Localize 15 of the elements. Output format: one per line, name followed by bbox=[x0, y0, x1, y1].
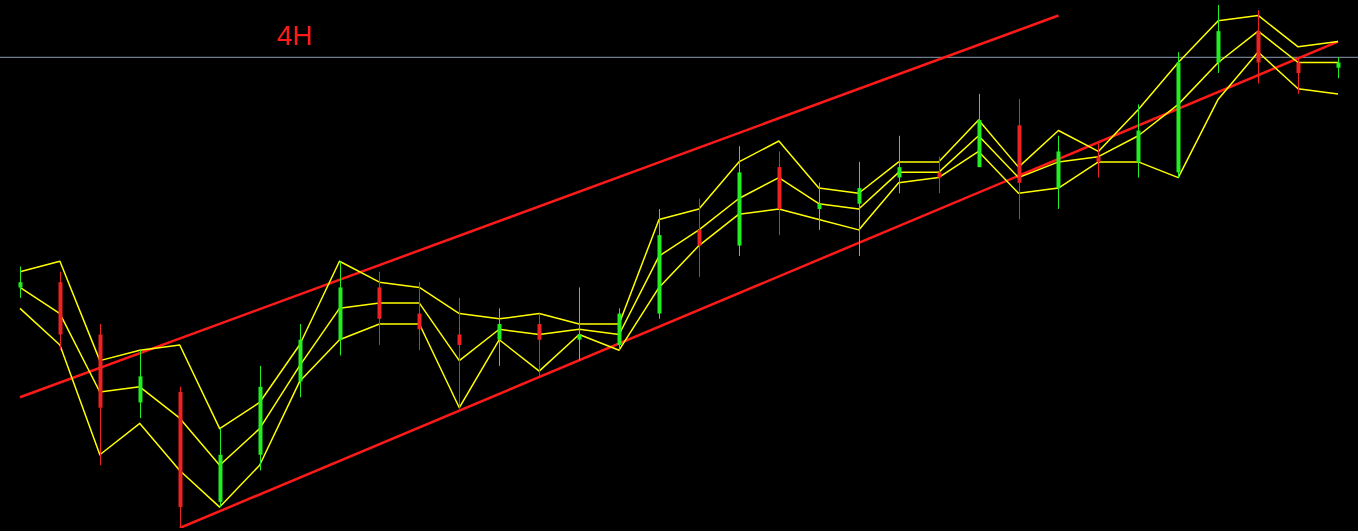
candlestick bbox=[1336, 56, 1341, 79]
candlestick bbox=[577, 286, 582, 362]
candlestick bbox=[417, 281, 422, 351]
candlestick bbox=[937, 156, 942, 194]
candlestick bbox=[897, 135, 902, 194]
candlestick bbox=[1095, 140, 1102, 179]
candlestick bbox=[817, 182, 822, 231]
candlestick bbox=[1296, 56, 1301, 95]
text: 4H bbox=[277, 20, 313, 52]
candlestick bbox=[457, 297, 462, 409]
candlestick bbox=[497, 307, 502, 367]
candlestick bbox=[537, 313, 542, 377]
candlestick bbox=[18, 266, 23, 299]
candlestick bbox=[697, 198, 703, 278]
candlestick bbox=[857, 161, 863, 257]
